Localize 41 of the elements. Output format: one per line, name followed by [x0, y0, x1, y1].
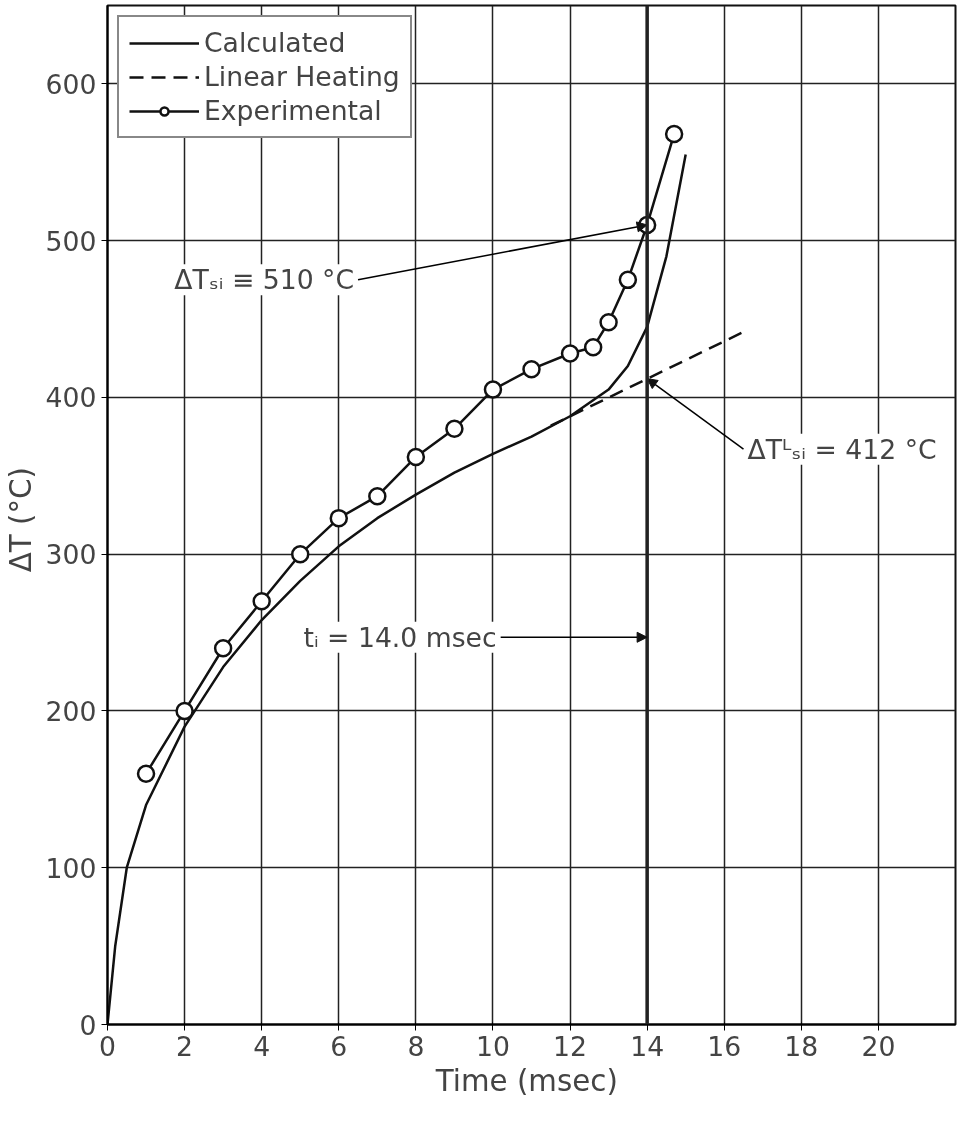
point	[522, 359, 541, 379]
y-tick-label: 500	[45, 225, 97, 257]
point	[583, 338, 603, 357]
x-tick-label: 10	[476, 1030, 510, 1062]
point	[290, 544, 310, 564]
x-axis-title: Time (msec)	[434, 1063, 618, 1098]
x-tick-label: 20	[861, 1030, 896, 1062]
point	[368, 486, 387, 506]
point	[213, 639, 233, 658]
annotation: ΔTₛᵢ ≡ 510 °C	[174, 264, 355, 296]
x-tick-label: 8	[407, 1030, 425, 1062]
point	[329, 508, 349, 528]
legend-label: Linear Heating	[204, 61, 400, 92]
point	[445, 419, 464, 439]
x-tick-label: 2	[176, 1030, 194, 1062]
point	[136, 764, 156, 783]
x-tick-label: 16	[707, 1030, 742, 1062]
y-tick-label: 0	[79, 1009, 97, 1041]
annotation: ΔTᴸₛᵢ = 412 °C	[747, 433, 937, 465]
point	[599, 312, 618, 332]
legend-label: Calculated	[204, 27, 346, 58]
legend-label: Experimental	[204, 95, 382, 126]
point	[483, 380, 503, 399]
y-tick-label: 600	[45, 68, 97, 100]
x-tick-label: 6	[330, 1030, 348, 1062]
point	[175, 701, 194, 721]
y-tick-label: 200	[45, 695, 97, 727]
y-axis-title: ΔT (°C)	[3, 467, 38, 573]
x-tick-label: 4	[253, 1030, 271, 1062]
point	[406, 447, 426, 467]
point	[664, 124, 684, 144]
point	[252, 591, 271, 611]
y-tick-label: 100	[45, 852, 97, 884]
ref-line-label: tᵢ = 14.0 msec	[303, 621, 497, 653]
y-tick-label: 300	[45, 539, 97, 571]
x-tick-label: 14	[630, 1030, 665, 1062]
y-tick-label: 400	[45, 382, 97, 414]
x-tick-label: 12	[553, 1030, 588, 1062]
point	[618, 270, 638, 290]
point	[560, 344, 580, 363]
x-tick-label: 18	[784, 1030, 819, 1062]
